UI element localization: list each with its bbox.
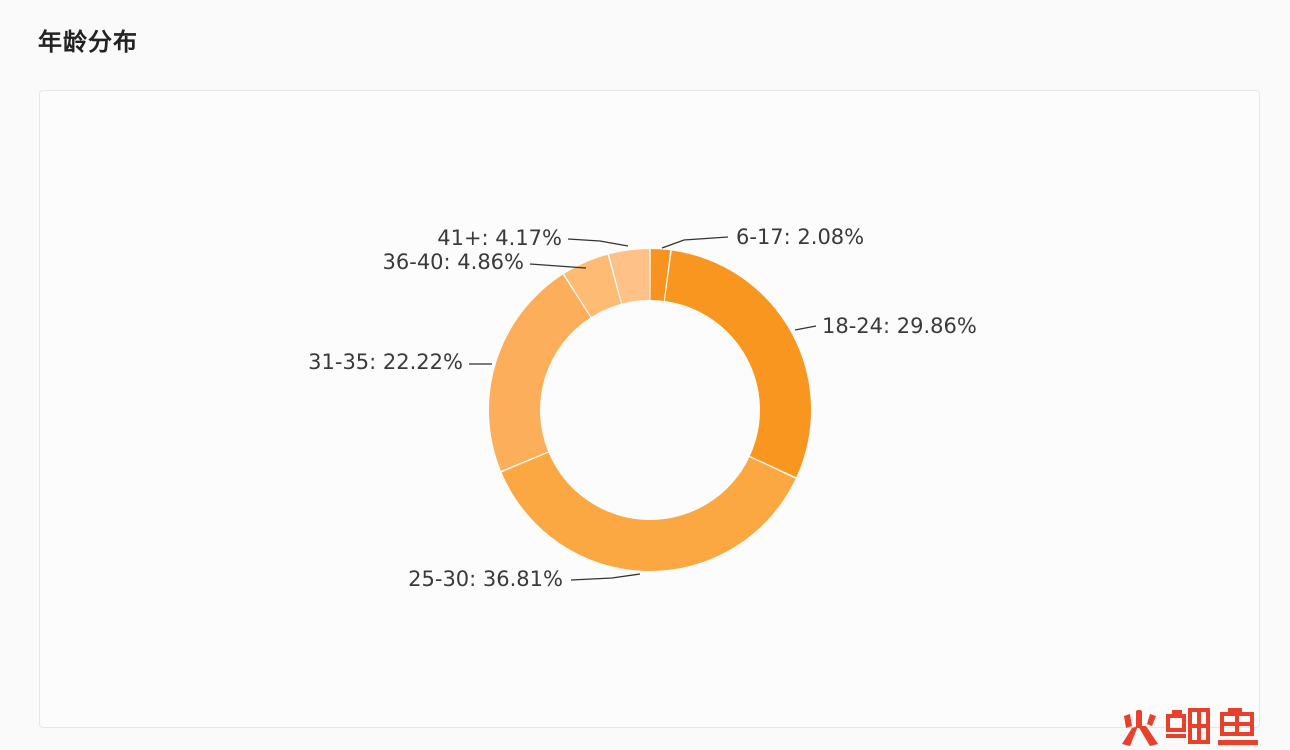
- watermark-logo: [1122, 708, 1258, 746]
- slice-31-35[interactable]: [488, 274, 591, 471]
- slice-18-24[interactable]: [664, 250, 811, 478]
- slice-6-17[interactable]: [650, 249, 671, 301]
- leader-line-25-30: [570, 573, 641, 581]
- slice-label-6-17: 6-17: 2.08%: [736, 225, 864, 249]
- slice-label-41: 41+: 4.17%: [437, 226, 562, 250]
- chart-card: [39, 90, 1260, 728]
- slice-label-25-30: 25-30: 36.81%: [408, 567, 563, 591]
- section-title: 年龄分布: [38, 28, 138, 56]
- slices-layer: [488, 249, 811, 572]
- leader-line-18-24: [794, 325, 817, 331]
- slice-label-36-40: 36-40: 4.86%: [383, 250, 524, 274]
- slice-36-40[interactable]: [564, 254, 621, 317]
- slice-label-31-35: 31-35: 22.22%: [308, 350, 463, 374]
- labels-layer: 6-17: 2.08% 18-24: 29.86% 25-30: 36.81% 31-…: [308, 225, 977, 591]
- leader-line-36-40: [529, 263, 587, 269]
- slice-41[interactable]: [609, 249, 650, 304]
- slice-25-30[interactable]: [501, 452, 796, 572]
- leader-line-41: [567, 238, 629, 247]
- leader-line-6-17: [661, 236, 729, 249]
- slice-label-18-24: 18-24: 29.86%: [822, 314, 977, 338]
- leader-lines-layer: [469, 236, 817, 581]
